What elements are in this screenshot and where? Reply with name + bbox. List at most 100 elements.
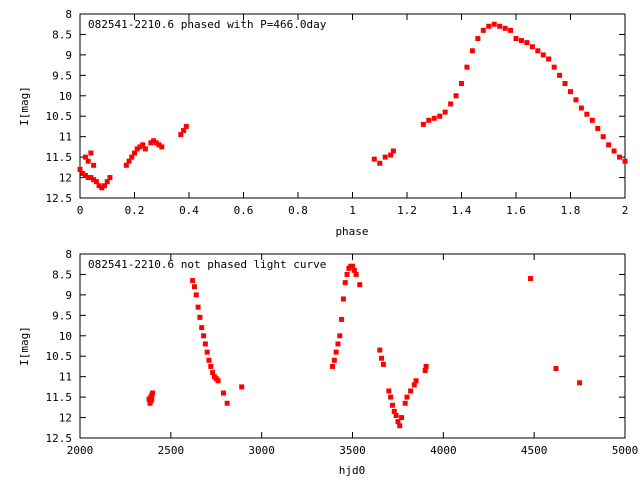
y-tick-label: 12.5 — [46, 192, 73, 205]
data-point — [190, 278, 196, 284]
data-point — [331, 357, 337, 363]
x-tick-label: 0.6 — [234, 204, 254, 217]
data-point — [502, 25, 508, 31]
data-point — [459, 81, 464, 87]
data-point — [215, 378, 221, 384]
data-point — [453, 93, 459, 99]
data-point — [178, 132, 184, 138]
data-point — [524, 40, 530, 46]
data-point — [404, 394, 410, 400]
data-point — [497, 23, 503, 29]
data-point — [480, 27, 486, 33]
y-ticks: 8 8.5 9 9.5 10 10.5 11 11.5 12 12.5 — [46, 8, 625, 205]
y-tick-label: 10 — [59, 330, 72, 343]
x-tick-label: 0.8 — [288, 204, 308, 217]
y-tick-label: 11.5 — [46, 151, 73, 164]
data-point — [85, 158, 91, 164]
data-point — [191, 284, 197, 290]
data-point — [80, 170, 86, 176]
y-tick-label: 12 — [59, 412, 72, 425]
data-point — [551, 64, 557, 70]
data-point — [88, 175, 94, 181]
x-tick-label: 0.2 — [125, 204, 145, 217]
data-point — [339, 316, 345, 322]
data-point — [357, 282, 363, 288]
y-tick-label: 9 — [65, 49, 72, 62]
data-point — [102, 183, 108, 189]
data-point — [379, 355, 385, 361]
data-point — [528, 276, 534, 282]
data-point — [197, 314, 203, 320]
x-tick-label: 0 — [77, 204, 84, 217]
data-point — [206, 357, 212, 363]
data-point — [553, 365, 559, 371]
data-point — [617, 154, 623, 160]
data-point — [126, 158, 132, 164]
x-tick-label: 2 — [622, 204, 629, 217]
data-point — [96, 183, 102, 189]
data-point — [437, 113, 443, 119]
x-ticks: 0 0.2 0.4 0.6 0.8 1 1.2 1.4 1.6 1.8 2 — [77, 14, 629, 217]
data-point — [611, 148, 617, 154]
data-point — [464, 64, 470, 70]
data-point — [426, 117, 432, 123]
data-point — [221, 390, 227, 396]
y-tick-label: 11.5 — [46, 391, 73, 404]
data-point — [402, 400, 408, 406]
data-point — [389, 402, 395, 408]
data-point — [595, 125, 601, 131]
data-point — [129, 154, 135, 160]
x-tick-label: 1.2 — [397, 204, 417, 217]
data-point — [420, 121, 426, 127]
data-point — [600, 134, 606, 140]
data-point — [518, 38, 524, 44]
x-tick-label: 1.8 — [561, 204, 581, 217]
data-point — [208, 363, 214, 369]
data-point — [557, 72, 563, 78]
data-point — [351, 267, 357, 273]
data-point — [77, 166, 83, 172]
data-point — [408, 388, 414, 394]
data-point — [202, 341, 208, 347]
y-tick-label: 8.5 — [52, 268, 72, 281]
x-axis-label: phase — [335, 225, 368, 238]
x-tick-label: 2500 — [158, 444, 185, 457]
data-point — [540, 52, 546, 58]
data-point — [210, 370, 216, 376]
x-axis-label: hjd0 — [339, 464, 366, 477]
x-tick-label: 1.6 — [506, 204, 526, 217]
data-point — [622, 158, 628, 164]
y-tick-label: 8 — [65, 8, 72, 21]
y-axis-label: I[mag] — [18, 326, 31, 366]
data-point — [529, 44, 535, 50]
unphased-light-curve-panel: 082541-2210.6 not phased light curve I[m… — [18, 248, 638, 477]
data-point — [413, 378, 419, 384]
y-tick-label: 10.5 — [46, 110, 73, 123]
data-point — [330, 363, 336, 369]
data-point — [123, 162, 129, 168]
data-point — [508, 27, 514, 33]
y-tick-label: 8 — [65, 248, 72, 261]
data-point — [159, 144, 165, 150]
data-point — [386, 388, 392, 394]
data-point — [104, 179, 110, 185]
data-point — [148, 140, 154, 146]
x-ticks: 2000 2500 3000 3500 4000 4500 5000 — [67, 254, 639, 457]
data-point — [577, 380, 583, 386]
data-point — [151, 138, 157, 144]
y-tick-label: 9.5 — [52, 69, 72, 82]
data-point — [442, 109, 448, 115]
data-point — [395, 419, 401, 425]
data-point — [423, 363, 429, 369]
x-tick-label: 4000 — [430, 444, 457, 457]
data-point — [181, 128, 187, 134]
data-point — [344, 271, 350, 277]
data-point — [448, 101, 454, 107]
chart-title: 082541-2210.6 not phased light curve — [88, 258, 326, 271]
x-tick-label: 5000 — [612, 444, 639, 457]
phased-light-curve-panel: 082541-2210.6 phased with P=466.0day I[m… — [18, 8, 628, 238]
data-point — [431, 115, 437, 121]
y-tick-label: 10 — [59, 90, 72, 103]
data-point — [513, 36, 519, 42]
